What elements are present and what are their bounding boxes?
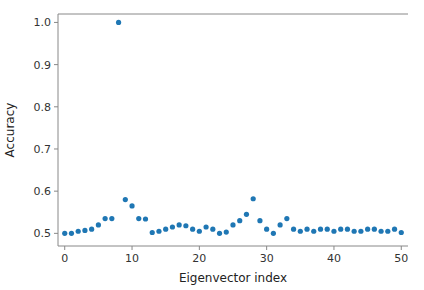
x-tick (401, 246, 402, 250)
x-axis-line (58, 246, 408, 247)
points (62, 20, 404, 236)
point (217, 231, 222, 236)
point (143, 216, 148, 221)
point (150, 230, 155, 235)
point (392, 227, 397, 232)
point (365, 227, 370, 232)
point (224, 229, 229, 234)
point (156, 229, 161, 234)
point (291, 227, 296, 232)
point (82, 228, 87, 233)
point (230, 222, 235, 227)
x-tick (64, 246, 65, 250)
y-tick-label: 1.0 (34, 16, 52, 29)
point (325, 227, 330, 232)
point (123, 197, 128, 202)
y-tick-label: 0.9 (34, 59, 52, 72)
point (89, 227, 94, 232)
point (136, 216, 141, 221)
y-tick (54, 191, 58, 192)
point (197, 229, 202, 234)
x-tick-label: 0 (61, 252, 68, 265)
point (278, 222, 283, 227)
point (62, 231, 67, 236)
y-axis-label: Accuracy (3, 103, 17, 158)
y-tick-label: 0.5 (34, 227, 52, 240)
point (352, 229, 357, 234)
y-tick (54, 64, 58, 65)
point (183, 223, 188, 228)
y-tick (54, 148, 58, 149)
point (96, 222, 101, 227)
point (244, 212, 249, 217)
y-tick (54, 233, 58, 234)
x-tick (199, 246, 200, 250)
point (345, 227, 350, 232)
point (358, 229, 363, 234)
point (331, 229, 336, 234)
point (237, 218, 242, 223)
point (298, 229, 303, 234)
point (129, 203, 134, 208)
point (284, 216, 289, 221)
y-tick (54, 22, 58, 23)
point (304, 227, 309, 232)
top-frame-line (58, 14, 408, 15)
y-tick-label: 0.7 (34, 143, 52, 156)
point (76, 229, 81, 234)
x-tick-label: 10 (125, 252, 139, 265)
point (399, 230, 404, 235)
point (190, 227, 195, 232)
y-tick-label: 0.6 (34, 185, 52, 198)
point (271, 231, 276, 236)
x-tick (132, 246, 133, 250)
y-tick-label: 0.8 (34, 101, 52, 114)
x-tick (266, 246, 267, 250)
point (177, 222, 182, 227)
point (116, 20, 121, 25)
x-tick (333, 246, 334, 250)
point (338, 227, 343, 232)
point (311, 229, 316, 234)
x-tick-label: 50 (394, 252, 408, 265)
point (378, 229, 383, 234)
x-axis-label: Eigenvector index (179, 271, 287, 285)
y-tick (54, 106, 58, 107)
point (385, 229, 390, 234)
point (210, 227, 215, 232)
point (264, 227, 269, 232)
point (103, 216, 108, 221)
x-tick-label: 40 (327, 252, 341, 265)
x-tick-label: 20 (192, 252, 206, 265)
point (69, 231, 74, 236)
point (257, 218, 262, 223)
point (163, 227, 168, 232)
point (109, 216, 114, 221)
x-tick-label: 30 (260, 252, 274, 265)
point (203, 224, 208, 229)
point (251, 196, 256, 201)
point (170, 224, 175, 229)
point (372, 227, 377, 232)
chart: 0 10 20 30 40 50 0.5 0.6 0.7 0.8 0.9 1.0 Eigenvector… (0, 0, 424, 290)
point (318, 227, 323, 232)
y-axis-line (58, 14, 59, 246)
